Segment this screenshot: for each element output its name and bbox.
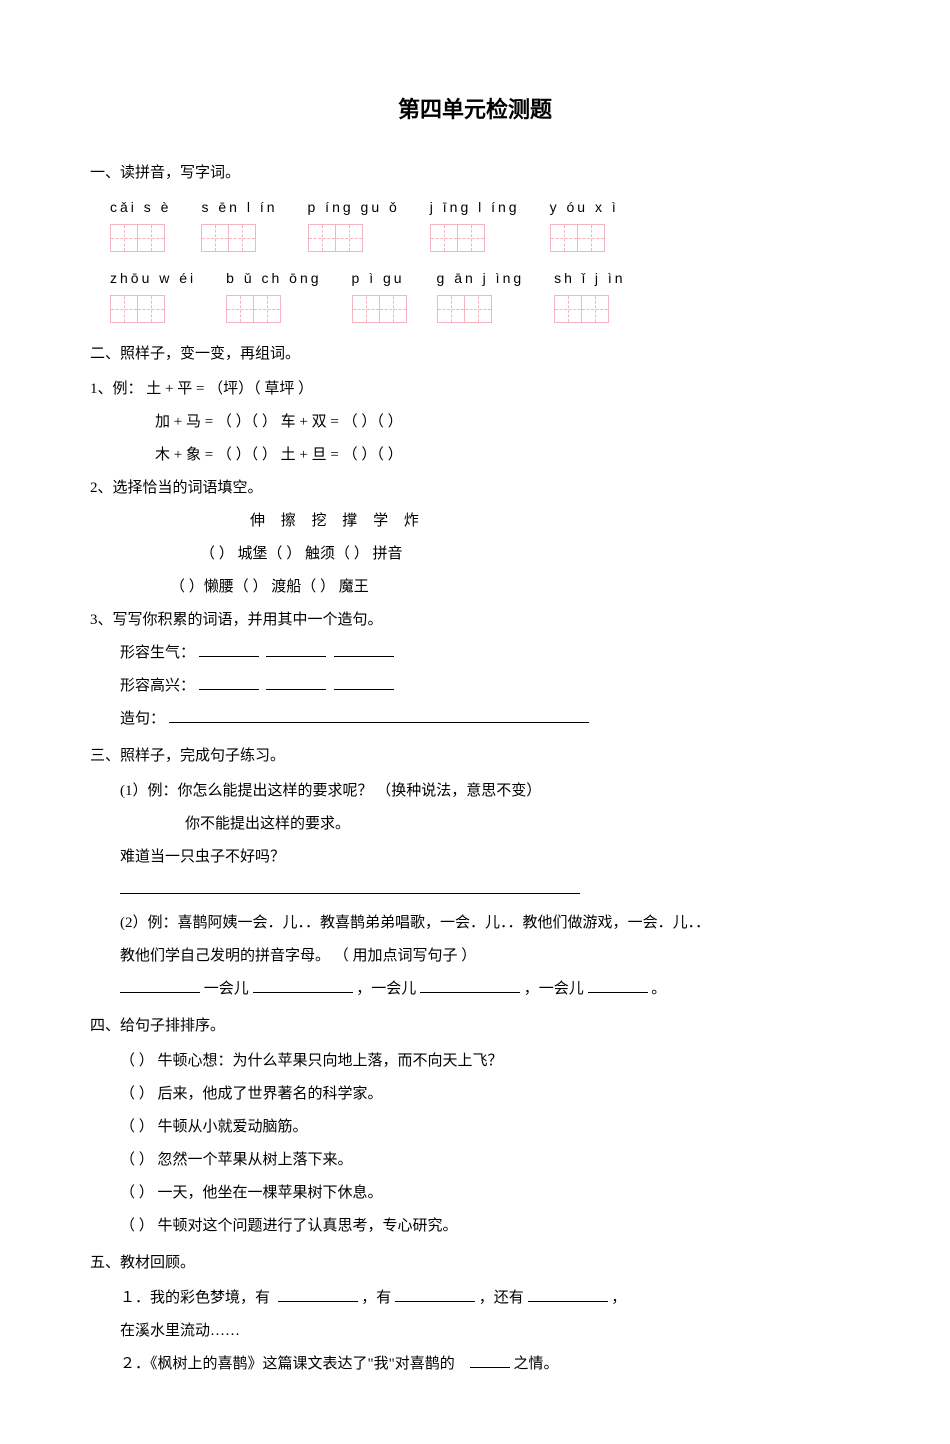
grid-box — [554, 295, 609, 323]
q2-2-words: 伸 擦 挖 撑 学 炸 — [250, 508, 860, 535]
pinyin-item: p ì gu — [352, 266, 407, 323]
pinyin-item: cǎi s è — [110, 195, 171, 252]
section3-head: 三、照样子，完成句子练习。 — [90, 743, 860, 770]
grid-box — [110, 295, 165, 323]
grid-box — [201, 224, 256, 252]
q3-1b: 你不能提出这样的要求。 — [185, 811, 860, 838]
pinyin-text: sh ǐ j ìn — [554, 266, 625, 291]
q2-3-label: 3、写写你积累的词语，并用其中一个造句。 — [90, 607, 860, 634]
q3-2a: (2）例：喜鹊阿姨一会．儿．．教喜鹊弟弟唱歌，一会．儿．．教他们做游戏，一会．儿… — [120, 910, 860, 937]
pinyin-item: b ǔ ch ōng — [226, 266, 321, 323]
section2-head: 二、照样子，变一变，再组词。 — [90, 341, 860, 368]
section1-head: 一、读拼音，写字词。 — [90, 160, 860, 187]
s4-item: （ ） 忽然一个苹果从树上落下来。 — [120, 1147, 860, 1174]
pinyin-item: p íng gu ǒ — [308, 195, 400, 252]
q3-2b: 教他们学自己发明的拼音字母。 （ 用加点词写句子 ） — [120, 943, 860, 970]
s4-item: （ ） 牛顿对这个问题进行了认真思考，专心研究。 — [120, 1213, 860, 1240]
grid-box — [550, 224, 605, 252]
grid-box — [226, 295, 281, 323]
pinyin-text: j īng l íng — [430, 195, 520, 220]
pinyin-item: s ēn l ín — [201, 195, 277, 252]
s4-item: （ ） 牛顿从小就爱动脑筋。 — [120, 1114, 860, 1141]
q3-1-blank — [120, 877, 860, 904]
grid-box — [430, 224, 485, 252]
pinyin-row-1: cǎi s è s ēn l ín p íng gu ǒ j īng l íng… — [110, 195, 860, 252]
pinyin-item: sh ǐ j ìn — [554, 266, 625, 323]
pinyin-text: p íng gu ǒ — [308, 195, 400, 220]
pinyin-text: g ān j ìng — [437, 266, 525, 291]
grid-box — [308, 224, 363, 252]
page-title: 第四单元检测题 — [90, 90, 860, 130]
pinyin-row-2: zhōu w éi b ǔ ch ōng p ì gu g ān j ìng s… — [110, 266, 860, 323]
q2-3-a: 形容生气： — [120, 640, 860, 667]
pinyin-text: s ēn l ín — [201, 195, 277, 220]
pinyin-item: g ān j ìng — [437, 266, 525, 323]
pinyin-text: p ì gu — [352, 266, 405, 291]
q2-3-b: 形容高兴： — [120, 673, 860, 700]
pinyin-item: j īng l íng — [430, 195, 520, 252]
section4-head: 四、给句子排排序。 — [90, 1013, 860, 1040]
q3-2c: 一会儿 ，一会儿 ，一会儿 。 — [120, 976, 860, 1003]
q2-2-line2: （ ）懒腰（ ） 渡船（ ） 魔王 — [170, 574, 860, 601]
s4-item: （ ） 牛顿心想：为什么苹果只向地上落，而不向天上飞？ — [120, 1048, 860, 1075]
q3-1c: 难道当一只虫子不好吗？ — [120, 844, 860, 871]
grid-box — [437, 295, 492, 323]
q2-1-line2: 木 + 象 = （ ）（ ） 土 + 旦 = （ ）（ ） — [155, 442, 860, 469]
grid-box — [352, 295, 407, 323]
grid-box — [110, 224, 165, 252]
pinyin-text: zhōu w éi — [110, 266, 196, 291]
pinyin-item: y óu x ì — [550, 195, 619, 252]
s4-item: （ ） 后来，他成了世界著名的科学家。 — [120, 1081, 860, 1108]
q2-2-label: 2、选择恰当的词语填空。 — [90, 475, 860, 502]
q2-2-line1: （ ） 城堡（ ） 触须（ ） 拼音 — [200, 541, 860, 568]
pinyin-text: b ǔ ch ōng — [226, 266, 321, 291]
s5-l1: １．我的彩色梦境，有 ，有 ，还有 ， — [120, 1285, 860, 1312]
pinyin-item: zhōu w éi — [110, 266, 196, 323]
q3-1a: (1）例：你怎么能提出这样的要求呢？ （换种说法，意思不变） — [120, 778, 860, 805]
pinyin-text: y óu x ì — [550, 195, 619, 220]
s5-l2: 在溪水里流动…… — [120, 1318, 860, 1345]
s4-item: （ ） 一天，他坐在一棵苹果树下休息。 — [120, 1180, 860, 1207]
q2-1-line1: 加 + 马 = （ ）（ ） 车 + 双 = （ ）（ ） — [155, 409, 860, 436]
section5-head: 五、教材回顾。 — [90, 1250, 860, 1277]
q2-3-c: 造句： — [120, 706, 860, 733]
pinyin-text: cǎi s è — [110, 195, 171, 220]
s5-l3: ２．《枫树上的喜鹊》这篇课文表达了"我"对喜鹊的 之情。 — [120, 1351, 860, 1378]
q2-1-label: 1、例： 土 + 平 = （坪）（ 草坪 ） — [90, 376, 860, 403]
